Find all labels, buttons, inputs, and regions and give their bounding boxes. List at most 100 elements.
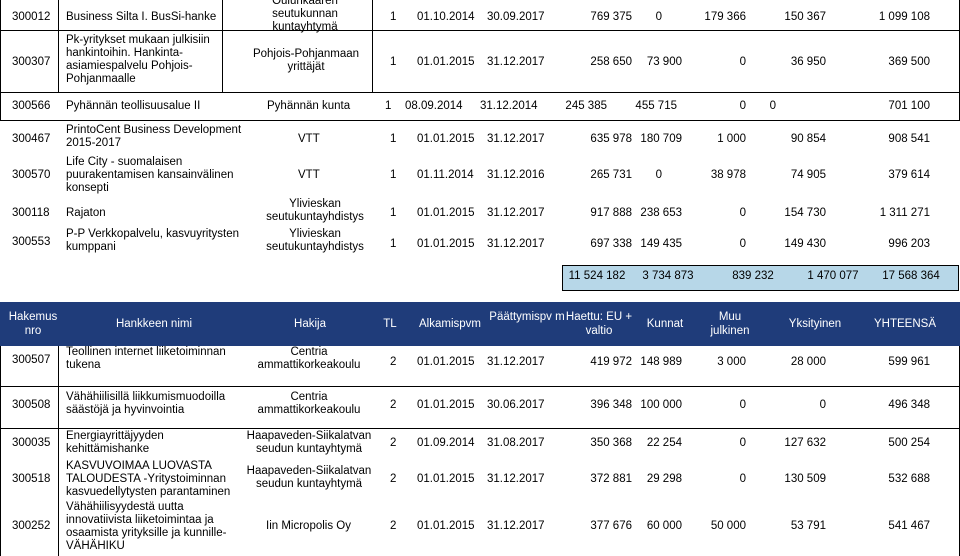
table-row: 300507 Teollinen internet liiketoiminnan…	[0, 346, 960, 385]
grid-line	[372, 0, 373, 92]
table-row: 300307 Pk-yritykset mukaan julkisiin han…	[0, 30, 960, 92]
start-date: 01.01.2015	[417, 520, 475, 532]
municipal-amount: 180 709	[640, 133, 682, 145]
grid-line	[0, 0, 1, 120]
col-header-other-public: Muu julkinen	[710, 311, 750, 337]
private-amount: 149 430	[784, 238, 826, 250]
tl: 1	[390, 56, 397, 68]
eu-amount: 419 972	[590, 356, 632, 368]
col-header-nro: Hakemus nro	[8, 311, 58, 337]
eu-amount: 265 731	[590, 169, 632, 181]
eu-amount: 372 881	[590, 473, 632, 485]
hakemus-nro: 300566	[12, 100, 51, 112]
project-name: Energiayrittäjyyden kehittämishanke	[66, 430, 164, 455]
tl: 1	[390, 169, 397, 181]
grid-line	[0, 120, 960, 121]
totals-row: 11 524 182 3 734 873 839 232 1 470 077 1…	[562, 265, 959, 291]
total-amount: 1 311 271	[879, 207, 930, 219]
total-amount: 379 614	[888, 169, 930, 181]
municipal-amount: 60 000	[646, 520, 682, 532]
tl: 2	[390, 473, 397, 485]
table-header: Hakemus nro Hankkeen nimi Hakija TL Alka…	[0, 302, 960, 346]
hakemus-nro: 300467	[12, 133, 51, 145]
table-row: 300012 Business Silta I. BusSi-hanke Oul…	[0, 0, 960, 33]
end-date: 31.08.2017	[487, 437, 545, 449]
table-row: 300553 P-P Verkkopalvelu, kasvuyritysten…	[0, 228, 960, 260]
col-header-end: Päättymispv m	[489, 311, 565, 323]
other-public-amount: 0	[739, 100, 746, 112]
col-header-name: Hankkeen nimi	[115, 318, 193, 330]
project-name: Business Silta I. BusSi-hanke	[66, 11, 217, 23]
hakemus-nro: 300252	[12, 520, 51, 532]
private-amount: 90 854	[790, 133, 826, 145]
applicant: VTT	[298, 133, 320, 145]
private-amount: 154 730	[784, 207, 826, 219]
applicant: Iin Micropolis Oy	[266, 520, 351, 532]
total-municipal: 3 734 873	[642, 270, 694, 282]
grid-line	[0, 428, 960, 429]
tl: 1	[390, 11, 397, 23]
applicant: Ylivieskan seutukuntayhdistys	[266, 228, 364, 253]
tl: 2	[390, 356, 397, 368]
total-eu: 11 524 182	[568, 270, 626, 282]
private-amount: 36 950	[790, 56, 826, 68]
private-amount: 150 367	[784, 11, 826, 23]
hakemus-nro: 300570	[12, 169, 51, 181]
end-date: 31.12.2014	[480, 100, 538, 112]
applicant: Haapaveden-Siikalatvan seudun kuntayhtym…	[246, 465, 372, 490]
project-name: KASVUVOIMAA LUOVASTA TALOUDESTA -Yrityst…	[66, 460, 231, 498]
end-date: 31.12.2017	[487, 238, 545, 250]
start-date: 01.09.2014	[417, 437, 475, 449]
eu-amount: 917 888	[590, 207, 632, 219]
eu-amount: 258 650	[590, 56, 632, 68]
municipal-amount: 73 900	[646, 56, 682, 68]
hakemus-nro: 300307	[12, 56, 51, 68]
municipal-amount: 100 000	[640, 399, 682, 411]
col-header-tl: TL	[383, 318, 397, 330]
eu-amount: 350 368	[590, 437, 632, 449]
project-name: Vähähiilisillä liikkumismuodoilla säästö…	[66, 391, 226, 416]
private-amount: 53 791	[790, 520, 826, 532]
applicant: Centria ammattikorkeakoulu	[257, 391, 361, 416]
project-name: Vähähiilisyydestä uutta innovatiivista l…	[66, 501, 227, 552]
eu-amount: 635 978	[590, 133, 632, 145]
hakemus-nro: 300035	[12, 437, 51, 449]
municipal-amount: 149 435	[640, 238, 682, 250]
end-date: 31.12.2017	[487, 520, 545, 532]
project-name: Rajaton	[66, 207, 106, 219]
start-date: 01.01.2015	[417, 473, 475, 485]
hakemus-nro: 300518	[12, 473, 51, 485]
col-header-municipal: Kunnat	[646, 318, 684, 330]
tl: 1	[390, 238, 397, 250]
grid-line	[222, 0, 223, 92]
total-amount: 996 203	[888, 238, 930, 250]
total-amount: 500 254	[888, 437, 930, 449]
total-private: 1 470 077	[807, 270, 859, 282]
other-public-amount: 0	[739, 207, 746, 219]
municipal-amount: 0	[655, 169, 662, 181]
table-row: 300508 Vähähiilisillä liikkumismuodoilla…	[0, 388, 960, 428]
municipal-amount: 0	[655, 11, 662, 23]
table-row: 300467 PrintoCent Business Development 2…	[0, 122, 960, 158]
end-date: 31.12.2017	[487, 56, 545, 68]
municipal-amount: 22 254	[646, 437, 682, 449]
start-date: 01.01.2015	[417, 133, 475, 145]
hakemus-nro: 300118	[12, 207, 50, 219]
col-header-applicant: Hakija	[294, 318, 326, 330]
private-amount: 0	[819, 399, 826, 411]
grid-line	[0, 30, 960, 31]
applicant: Haapaveden-Siikalatvan seudun kuntayhtym…	[246, 430, 372, 455]
private-amount: 0	[769, 100, 776, 112]
other-public-amount: 0	[739, 437, 746, 449]
total-amount: 369 500	[888, 56, 930, 68]
private-amount: 127 632	[784, 437, 826, 449]
applicant: Oulunkaaren seutukunnan kuntayhtymä	[272, 0, 338, 33]
project-name: Pk-yritykset mukaan julkisiin hankintoih…	[66, 34, 210, 85]
start-date: 08.09.2014	[405, 100, 463, 112]
municipal-amount: 29 298	[646, 473, 682, 485]
total-amount: 1 099 108	[878, 11, 930, 23]
table-row: 300570 Life City - suomalaisen puurakent…	[0, 156, 960, 202]
end-date: 30.09.2017	[487, 11, 545, 23]
table-row: 300566 Pyhännän teollisuusalue II Pyhänn…	[0, 92, 960, 120]
col-header-total: YHTEENSÄ	[874, 318, 936, 330]
